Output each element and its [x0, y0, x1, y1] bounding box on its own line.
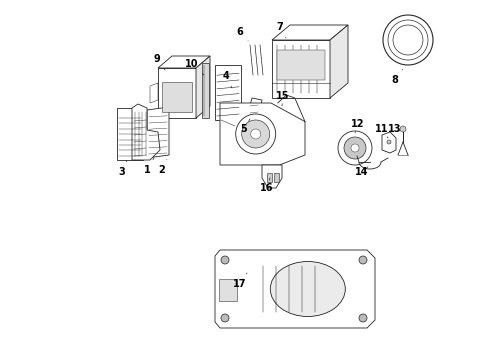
Ellipse shape: [221, 256, 229, 264]
Ellipse shape: [388, 20, 428, 60]
Ellipse shape: [359, 256, 367, 264]
Ellipse shape: [393, 25, 423, 55]
Ellipse shape: [344, 137, 366, 159]
Bar: [267, 173, 272, 182]
Polygon shape: [158, 56, 210, 68]
Text: 5: 5: [241, 119, 250, 134]
Text: 14: 14: [355, 167, 369, 177]
Text: 4: 4: [222, 71, 232, 88]
Ellipse shape: [359, 314, 367, 322]
Ellipse shape: [221, 314, 229, 322]
Bar: [117, 108, 143, 160]
Bar: [274, 173, 279, 182]
Text: 6: 6: [237, 27, 248, 41]
Ellipse shape: [387, 140, 391, 144]
Text: 7: 7: [277, 22, 286, 38]
Ellipse shape: [251, 129, 261, 139]
Text: 13: 13: [388, 124, 402, 134]
Polygon shape: [150, 83, 158, 103]
Polygon shape: [220, 103, 305, 165]
Bar: [158, 68, 196, 118]
Ellipse shape: [351, 144, 359, 152]
Ellipse shape: [400, 126, 406, 132]
Bar: [202, 63, 209, 118]
Text: 9: 9: [154, 54, 165, 70]
Bar: [272, 40, 330, 98]
Text: 2: 2: [159, 159, 167, 175]
Bar: [219, 279, 237, 301]
Ellipse shape: [338, 131, 372, 165]
Polygon shape: [132, 104, 160, 160]
Bar: [162, 82, 192, 112]
Polygon shape: [262, 165, 282, 188]
Text: 10: 10: [185, 59, 204, 75]
Bar: [277, 50, 325, 80]
Text: 16: 16: [260, 178, 274, 193]
Text: 15: 15: [276, 91, 290, 106]
Polygon shape: [330, 25, 348, 98]
Text: 8: 8: [392, 69, 402, 85]
Ellipse shape: [236, 114, 276, 154]
Polygon shape: [147, 107, 169, 158]
Polygon shape: [215, 250, 375, 328]
Ellipse shape: [270, 261, 345, 316]
Ellipse shape: [242, 120, 270, 148]
Polygon shape: [196, 56, 210, 118]
Text: 1: 1: [144, 158, 154, 175]
Polygon shape: [382, 132, 396, 153]
Text: 11: 11: [375, 124, 389, 138]
Polygon shape: [272, 25, 348, 40]
Text: 3: 3: [119, 161, 127, 177]
Ellipse shape: [383, 15, 433, 65]
Text: 12: 12: [351, 119, 365, 133]
Bar: [215, 65, 241, 120]
Polygon shape: [246, 98, 262, 125]
Text: 17: 17: [233, 273, 247, 289]
